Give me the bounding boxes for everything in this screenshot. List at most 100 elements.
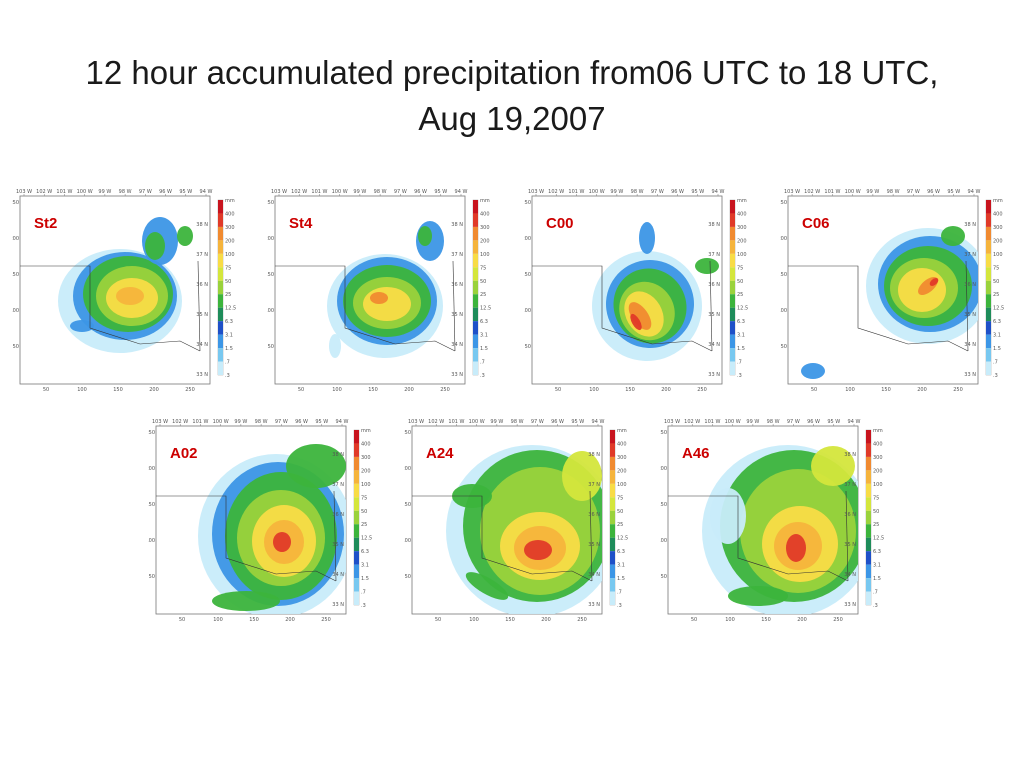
lat-label: 33 N (332, 602, 344, 608)
colorbar-swatch (730, 240, 735, 254)
lon-label: 103 W (271, 189, 287, 195)
colorbar-swatch (473, 321, 478, 335)
colorbar-swatch (218, 348, 223, 362)
colorbar-swatch (866, 456, 871, 471)
lon-label: 97 W (139, 189, 152, 195)
panel-label-a46: A46 (682, 445, 710, 462)
lat-label: 34 N (196, 342, 208, 348)
x-tick-label: 50 (179, 617, 185, 622)
x-tick-label: 100 (213, 617, 223, 622)
colorbar-level-label: 75 (225, 265, 231, 271)
lon-label: 97 W (907, 189, 920, 195)
x-tick-label: 200 (404, 387, 414, 392)
colorbar-level-label: 100 (225, 252, 235, 258)
y-tick-label: 100 (524, 308, 531, 314)
colorbar-swatch (866, 564, 871, 579)
colorbar-swatch (866, 470, 871, 484)
precip-contour (710, 488, 746, 544)
lon-label: 102 W (428, 419, 444, 425)
colorbar-swatch (610, 483, 615, 498)
lon-label: 98 W (631, 189, 644, 195)
lon-label: 96 W (671, 189, 684, 195)
colorbar-swatch (986, 267, 991, 281)
precip-contour (363, 287, 411, 321)
colorbar-swatch (610, 470, 615, 484)
colorbar-swatch (354, 510, 359, 525)
lon-label: 98 W (119, 189, 132, 195)
colorbar-swatch (218, 321, 223, 335)
lat-label: 38 N (588, 452, 600, 458)
x-tick-label: 200 (285, 617, 295, 622)
lat-label: 33 N (451, 372, 463, 378)
state-boundary (668, 495, 849, 582)
colorbar-swatch (354, 470, 359, 484)
colorbar-swatch (473, 213, 478, 227)
lon-label: 96 W (159, 189, 172, 195)
x-tick-label: 150 (761, 617, 771, 622)
x-tick-label: 250 (833, 617, 843, 622)
colorbar-level-label: .3 (361, 603, 366, 609)
colorbar-swatch (473, 200, 478, 214)
y-tick-label: 100 (404, 538, 411, 544)
colorbar-level-label: 75 (617, 495, 623, 501)
lat-label: 34 N (708, 342, 720, 348)
colorbar-level-label: 50 (737, 279, 743, 285)
colorbar-swatch (866, 578, 871, 592)
x-tick-label: 50 (691, 617, 697, 622)
precip-contour (929, 278, 939, 286)
y-tick-label: 150 (12, 272, 19, 278)
colorbar-level-label: 12.5 (361, 536, 372, 542)
lat-label: 34 N (964, 342, 976, 348)
lon-label: 94 W (336, 419, 349, 425)
lon-label: 95 W (947, 189, 960, 195)
precip-map-st2: 103 W 102 W 101 W 100 W 99 W 98 W 97 W 96 W 95 W… (12, 189, 236, 392)
colorbar-swatch (473, 307, 478, 322)
lon-label: 98 W (374, 189, 387, 195)
y-tick-label: 150 (148, 502, 155, 508)
x-tick-label: 100 (845, 387, 855, 392)
lon-label: 101 W (704, 419, 720, 425)
x-tick-label: 50 (435, 617, 441, 622)
colorbar-swatch (610, 537, 615, 552)
colorbar-level-label: 50 (225, 279, 231, 285)
colorbar-level-label: 25 (993, 292, 999, 298)
colorbar-level-label: 1.5 (480, 346, 488, 352)
lon-label: 101 W (448, 419, 464, 425)
y-tick-label: 200 (404, 466, 411, 472)
y-tick-label: 200 (524, 236, 531, 242)
state-boundary (845, 490, 849, 582)
x-tick-label: 150 (505, 617, 515, 622)
colorbar-unit: mm (361, 428, 371, 434)
lat-label: 34 N (588, 572, 600, 578)
lat-label: 37 N (332, 482, 344, 488)
precip-contour (630, 313, 642, 331)
lon-label: 101 W (192, 419, 208, 425)
colorbar-level-label: 50 (480, 279, 486, 285)
y-tick-label: 250 (404, 430, 411, 436)
x-tick-label: 150 (113, 387, 123, 392)
precip-field (446, 445, 602, 614)
state-boundary (589, 490, 593, 582)
precip-field (592, 222, 719, 361)
lon-label: 98 W (511, 419, 524, 425)
colorbar-level-label: 100 (993, 252, 1003, 258)
colorbar-level-label: 25 (873, 522, 879, 528)
colorbar-level-label: 1.5 (361, 576, 369, 582)
x-tick-label: 150 (881, 387, 891, 392)
panel-c00: 103 W 102 W 101 W 100 W 99 W 98 W 97 W 96 W 95 W… (524, 188, 754, 392)
colorbar-swatch (473, 267, 478, 281)
colorbar-swatch (473, 253, 478, 268)
lon-label: 94 W (200, 189, 213, 195)
colorbar-swatch (866, 551, 871, 565)
colorbar-level-label: .7 (873, 590, 878, 596)
x-tick-label: 50 (555, 387, 561, 392)
colorbar-level-label: 1.5 (993, 346, 1001, 352)
colorbar-swatch (866, 591, 871, 605)
panel-label-st2: St2 (34, 215, 58, 232)
colorbar-swatch (730, 348, 735, 362)
colorbar-swatch (730, 267, 735, 281)
y-tick-label: 100 (148, 538, 155, 544)
colorbar-swatch (354, 497, 359, 511)
lat-label: 37 N (708, 252, 720, 258)
colorbar-level-label: .7 (361, 590, 366, 596)
